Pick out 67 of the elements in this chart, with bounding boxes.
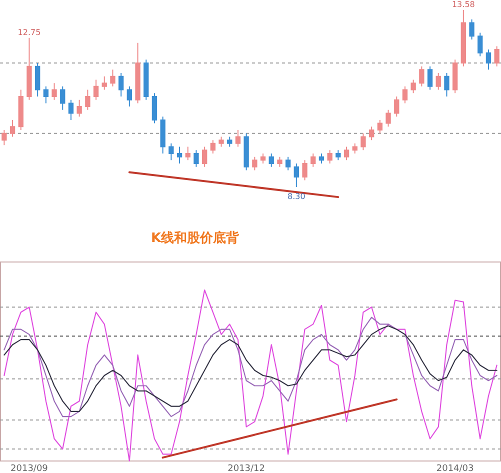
candlestick xyxy=(486,49,492,70)
candlestick xyxy=(478,32,483,57)
candlestick xyxy=(218,136,224,148)
x-tick-label: 2013/09 xyxy=(10,464,48,473)
candlestick xyxy=(168,142,174,161)
candlestick xyxy=(460,10,466,67)
candlestick xyxy=(277,156,282,168)
candlestick xyxy=(318,152,324,164)
candlestick xyxy=(285,156,291,171)
annotation: 12.75 xyxy=(18,28,41,37)
candlestick xyxy=(85,89,90,110)
candlestick xyxy=(194,150,199,168)
annotation: 13.58 xyxy=(452,0,475,9)
candlestick xyxy=(60,86,66,110)
candlestick xyxy=(394,96,400,118)
candlestick xyxy=(444,72,450,97)
candlestick xyxy=(302,160,308,181)
candlestick xyxy=(202,146,208,168)
candlestick xyxy=(352,142,358,154)
candlestick xyxy=(102,76,107,90)
candlestick xyxy=(469,18,474,40)
candlestick xyxy=(76,99,82,118)
candlestick xyxy=(402,86,408,104)
candlestick xyxy=(368,126,374,141)
candlestick xyxy=(2,130,7,146)
candlestick xyxy=(268,152,274,168)
candlestick xyxy=(43,86,49,104)
candlestick xyxy=(185,146,190,161)
annotation: 8.30 xyxy=(288,192,306,201)
candlestick xyxy=(260,152,266,164)
candlestick xyxy=(126,86,132,108)
candlestick xyxy=(294,163,300,188)
candlestick xyxy=(360,132,366,151)
candlestick xyxy=(436,72,441,90)
candlestick xyxy=(427,66,433,90)
candlestick xyxy=(160,116,166,154)
candlestick xyxy=(93,79,99,100)
candlestick xyxy=(327,150,332,164)
candlestick xyxy=(110,69,116,87)
candlestick xyxy=(18,89,24,131)
x-tick-label: 2014/03 xyxy=(436,464,474,473)
candlestick xyxy=(344,146,350,161)
candlestick xyxy=(34,62,40,97)
candlestick xyxy=(336,150,341,161)
candlestick xyxy=(377,119,383,134)
candlestick xyxy=(310,152,316,168)
candlestick xyxy=(452,59,458,94)
candlestick xyxy=(494,46,500,67)
candlestick xyxy=(244,132,249,171)
candlestick xyxy=(386,109,391,128)
candlestick xyxy=(68,99,74,120)
candlestick xyxy=(152,92,158,124)
candlestick xyxy=(176,146,182,164)
candlestick xyxy=(10,119,16,138)
candlestick xyxy=(210,140,216,154)
candlestick xyxy=(410,79,416,94)
candlestick xyxy=(252,156,258,171)
candlestick xyxy=(52,82,57,100)
candlestick xyxy=(235,130,241,148)
candlestick xyxy=(144,59,149,100)
candlestick xyxy=(419,66,424,87)
candlestick xyxy=(118,72,124,97)
x-tick-label: 2013/12 xyxy=(228,464,266,473)
candlestick xyxy=(227,136,232,148)
chart-title: K线和股价底背 xyxy=(150,230,240,246)
candlestick xyxy=(26,37,32,100)
candlestick xyxy=(135,42,140,104)
